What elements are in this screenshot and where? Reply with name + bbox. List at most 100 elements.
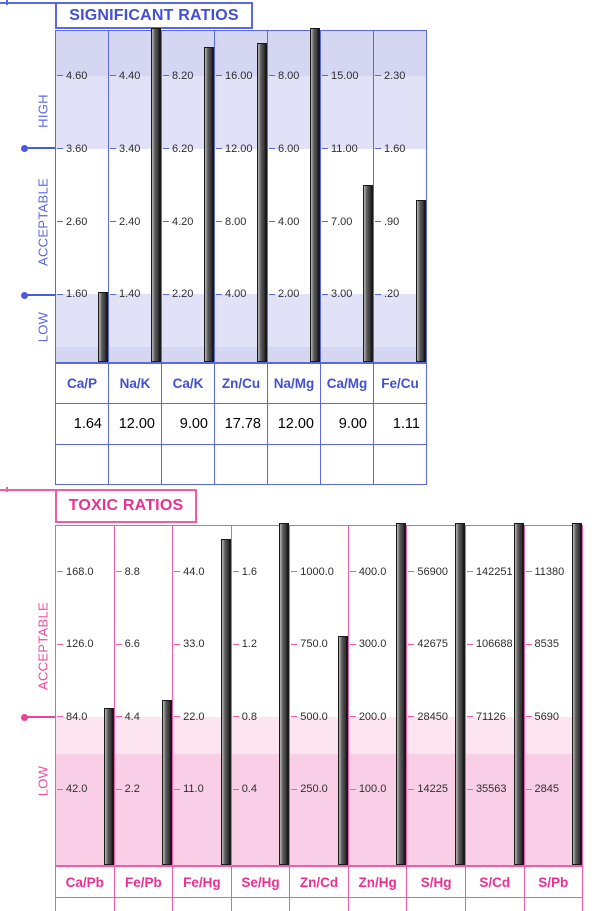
empty-cell bbox=[109, 445, 162, 484]
tick-dash-icon bbox=[375, 221, 381, 223]
toxic-columns: 168.0 126.0 84.0 42.0 8.8 6.6 4.4 2.2 44.0 33.0 22… bbox=[56, 523, 583, 865]
tick: 12.00 bbox=[216, 143, 253, 155]
tick: 106688 bbox=[466, 638, 513, 650]
tick: 300.0 bbox=[349, 638, 386, 650]
chart-column-Zn/Cu: 16.00 12.00 8.00 4.00 bbox=[215, 31, 268, 362]
chart-column-Na/Mg: 8.00 6.00 4.00 2.00 bbox=[268, 28, 321, 362]
tick-label: 4.20 bbox=[172, 215, 194, 228]
tick-dash-icon bbox=[408, 716, 415, 718]
toxic-empty-row bbox=[55, 896, 583, 911]
column-header-Fe/Hg: Fe/Hg bbox=[173, 867, 232, 897]
tick-label: 2.60 bbox=[66, 215, 88, 228]
tick: 750.0 bbox=[291, 638, 328, 650]
chart-column-S/Hg: 56900 42675 28450 14225 bbox=[407, 523, 466, 865]
tick-dash-icon bbox=[322, 293, 328, 295]
tick-label: .20 bbox=[384, 288, 400, 301]
tick: 1.6 bbox=[232, 566, 257, 578]
tick-label: 11380 bbox=[534, 565, 565, 578]
tick-label: 16.00 bbox=[225, 69, 253, 82]
tick-dash-icon bbox=[232, 716, 239, 718]
chart-column-S/Cd: 142251 106688 71126 35563 bbox=[466, 523, 525, 865]
tick: 2845 bbox=[525, 783, 559, 795]
chart-column-S/Pb: 11380 8535 5690 2845 bbox=[525, 523, 583, 865]
bar-S/Hg bbox=[454, 523, 465, 865]
low-boundary-line bbox=[25, 716, 55, 718]
tick-label: 8.20 bbox=[172, 69, 194, 82]
tick: 14225 bbox=[408, 783, 448, 795]
empty-cell bbox=[215, 445, 268, 484]
column-header-Ca/P: Ca/P bbox=[56, 364, 109, 403]
empty-cell bbox=[56, 445, 109, 484]
tick: 5690 bbox=[525, 711, 559, 723]
column-header-Na/K: Na/K bbox=[109, 364, 162, 403]
low-band-dark bbox=[56, 347, 426, 362]
empty-cell bbox=[349, 897, 408, 911]
tick-label: 168.0 bbox=[66, 565, 94, 578]
tick: 7.00 bbox=[322, 216, 352, 228]
significant-empty-row bbox=[55, 444, 427, 485]
tick: 42.0 bbox=[57, 783, 87, 795]
tick-label: 22.0 bbox=[183, 710, 205, 723]
tick-dash-icon bbox=[174, 716, 181, 718]
tick-dash-icon bbox=[466, 571, 473, 573]
tick-dash-icon bbox=[216, 293, 222, 295]
tick: 8.20 bbox=[163, 70, 193, 82]
toxic-ratios-plot: 168.0 126.0 84.0 42.0 8.8 6.6 4.4 2.2 44.0 33.0 22… bbox=[55, 523, 583, 866]
tick-label: 0.4 bbox=[241, 783, 257, 796]
empty-cell bbox=[115, 897, 174, 911]
tick-label: 35563 bbox=[475, 783, 507, 796]
title-leader-line bbox=[0, 489, 56, 491]
tick-label: 3.60 bbox=[66, 142, 88, 155]
empty-cell bbox=[232, 897, 291, 911]
tick-label: 2.40 bbox=[119, 215, 141, 228]
tick-dash-icon bbox=[349, 571, 356, 573]
tick-label: 8.00 bbox=[225, 215, 247, 228]
tick-dash-icon bbox=[322, 221, 328, 223]
empty-cell bbox=[56, 897, 115, 911]
tick-label: 3.00 bbox=[331, 288, 353, 301]
tick: 35563 bbox=[466, 783, 507, 796]
tick: 2.00 bbox=[269, 288, 299, 300]
value-cell-Zn/Cu: 17.78 bbox=[215, 403, 268, 445]
bar-Se/Hg bbox=[279, 523, 290, 865]
chart-column-Fe/Hg: 44.0 33.0 22.0 11.0 bbox=[173, 526, 232, 865]
chart-column-Fe/Cu: 2.30 1.60 .90 .20 bbox=[374, 31, 426, 362]
tick-dash-icon bbox=[525, 571, 532, 573]
high-band-light bbox=[56, 75, 426, 149]
tick-label: 1000.0 bbox=[300, 565, 334, 578]
tick-label: 3.40 bbox=[119, 142, 141, 155]
tick-label: 4.4 bbox=[124, 710, 140, 723]
toxic-ratios-title: TOXIC RATIOS bbox=[55, 489, 197, 523]
tick-dash-icon bbox=[110, 221, 116, 223]
tick: 4.00 bbox=[269, 216, 299, 228]
tick-dash-icon bbox=[466, 788, 473, 790]
tick-label: 84.0 bbox=[66, 710, 88, 723]
tick-dash-icon bbox=[232, 643, 239, 645]
tick-label: 4.00 bbox=[278, 215, 300, 228]
tick: 168.0 bbox=[57, 566, 94, 578]
tick-label: 142251 bbox=[475, 565, 513, 578]
tick-label: 1.2 bbox=[241, 638, 257, 651]
tick-dash-icon bbox=[115, 643, 122, 645]
tick-dash-icon bbox=[163, 221, 169, 223]
tick: 500.0 bbox=[291, 711, 328, 723]
tick: 2.20 bbox=[163, 288, 193, 300]
bar-Ca/Pb bbox=[103, 708, 114, 865]
tick: 28450 bbox=[408, 711, 448, 723]
column-header-Fe/Cu: Fe/Cu bbox=[381, 376, 419, 391]
tick: 100.0 bbox=[349, 783, 386, 795]
tick-dash-icon bbox=[466, 643, 473, 645]
chart-column-Ca/Mg: 15.00 11.00 7.00 3.00 bbox=[321, 31, 374, 362]
tick: 4.40 bbox=[110, 70, 140, 82]
tick-dash-icon bbox=[57, 571, 63, 573]
column-header-Ca/Pb: Ca/Pb bbox=[56, 867, 115, 897]
bar-Zn/Cd bbox=[337, 635, 348, 865]
zone-label-low: LOW bbox=[35, 765, 51, 797]
tick-dash-icon bbox=[57, 75, 63, 77]
tick: 0.8 bbox=[232, 711, 257, 723]
tick-dash-icon bbox=[216, 148, 222, 150]
tick-dash-icon bbox=[110, 148, 116, 150]
empty-cell bbox=[466, 897, 525, 911]
tick-dash-icon bbox=[408, 788, 415, 790]
tick-label: 400.0 bbox=[358, 565, 387, 578]
